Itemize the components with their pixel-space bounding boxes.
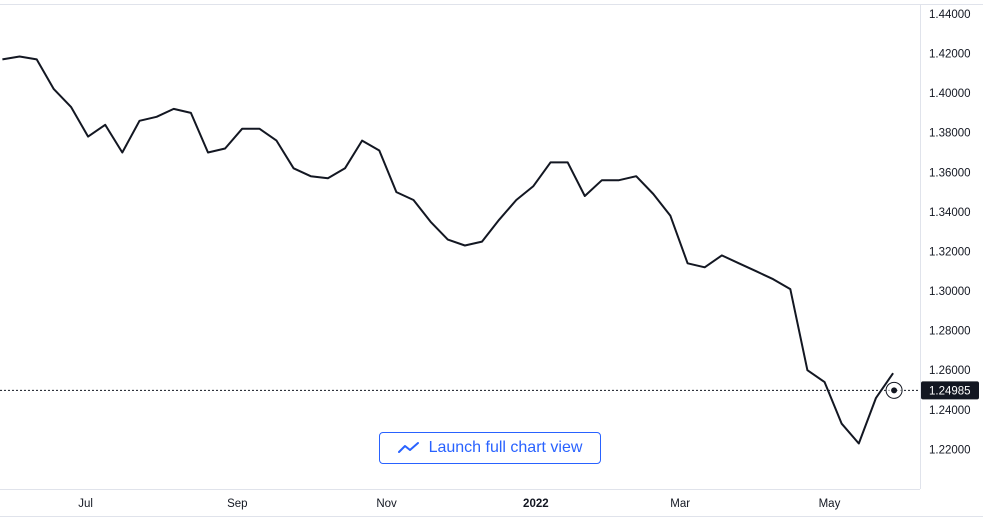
x-tick-label: May bbox=[819, 498, 841, 510]
y-tick-label: 1.34000 bbox=[929, 207, 971, 219]
time-axis: Jul Sep Nov 2022 Mar May bbox=[78, 498, 840, 510]
x-tick-label: Jul bbox=[78, 498, 93, 510]
launch-full-chart-label: Launch full chart view bbox=[428, 439, 583, 456]
last-point-dot bbox=[891, 387, 898, 394]
y-tick-label: 1.36000 bbox=[929, 167, 971, 179]
y-tick-label: 1.32000 bbox=[929, 246, 971, 258]
y-tick-label: 1.38000 bbox=[929, 128, 971, 140]
y-tick-label: 1.40000 bbox=[929, 88, 971, 100]
y-tick-label: 1.42000 bbox=[929, 48, 971, 60]
x-tick-label: Nov bbox=[376, 498, 397, 510]
y-tick-label: 1.30000 bbox=[929, 286, 971, 298]
x-tick-label: 2022 bbox=[523, 498, 549, 510]
last-price-tag: 1.24985 bbox=[921, 381, 979, 400]
y-tick-label: 1.44000 bbox=[929, 9, 971, 21]
last-price-tag-label: 1.24985 bbox=[929, 385, 971, 397]
y-tick-label: 1.22000 bbox=[929, 444, 971, 456]
x-tick-label: Mar bbox=[670, 498, 690, 510]
y-tick-label: 1.28000 bbox=[929, 326, 971, 338]
price-series-line bbox=[2, 55, 894, 445]
chart-trend-icon bbox=[397, 442, 419, 453]
last-price-tag-background bbox=[921, 381, 979, 400]
y-tick-label: 1.24000 bbox=[929, 405, 971, 417]
launch-full-chart-button[interactable]: Launch full chart view bbox=[379, 432, 601, 464]
price-axis: 1.44000 1.42000 1.40000 1.38000 1.36000 1.340… bbox=[929, 9, 971, 457]
y-tick-label: 1.26000 bbox=[929, 365, 971, 377]
x-tick-label: Sep bbox=[227, 498, 247, 510]
